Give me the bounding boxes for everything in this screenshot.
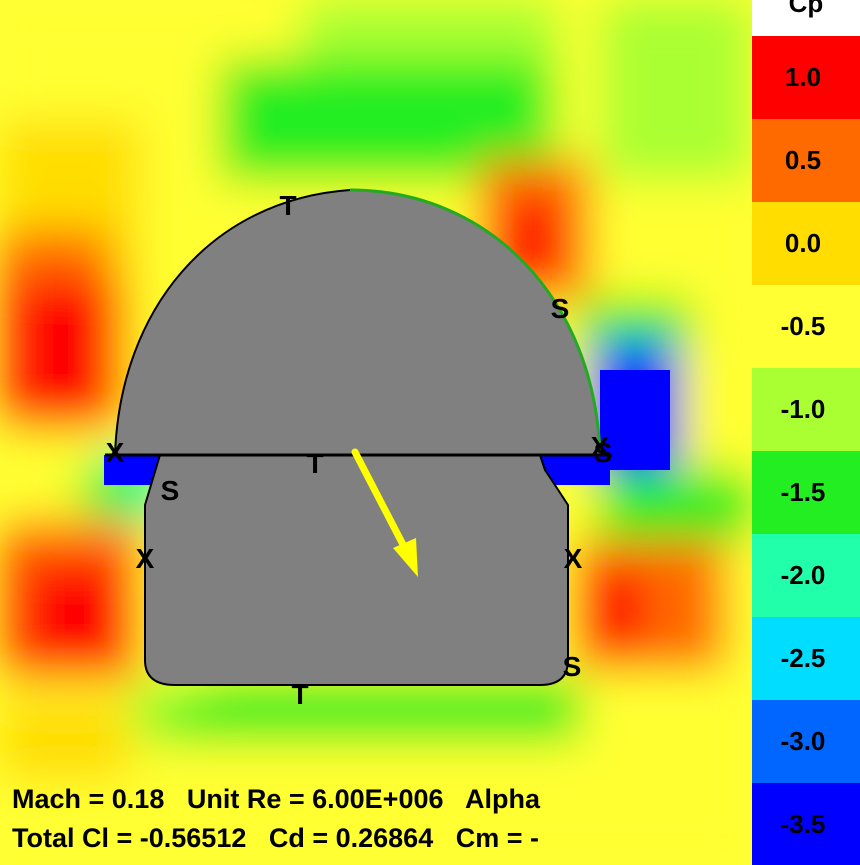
pressure-contour-region xyxy=(0,700,130,780)
pressure-contour-region xyxy=(30,440,80,520)
force-arrow-shaft xyxy=(351,448,416,566)
colorbar-swatch xyxy=(752,285,860,368)
force-coefficients-text: Total Cl = -0.56512 Cd = 0.26864 Cm = - xyxy=(12,823,539,853)
body-marker: T xyxy=(291,679,308,710)
body-marker: T xyxy=(306,448,323,479)
force-arrow-head xyxy=(393,538,418,577)
colorbar-label: -3.5 xyxy=(780,809,826,839)
colorbar-label: -1.5 xyxy=(780,477,826,507)
colorbar-label: -2.0 xyxy=(780,560,826,590)
colorbar-label: 0.0 xyxy=(784,228,822,258)
body-marker: X xyxy=(591,431,610,462)
colorbar-label: -0.5 xyxy=(780,311,826,341)
colorbar-label: -2.5 xyxy=(780,643,826,673)
cp-colorbar: Cp 1.0 0.5 0.0 -0.5 -1.0 -1.5 -2.0 -2.5 -3.0 -3.5 xyxy=(752,0,860,865)
pressure-contour-region xyxy=(0,0,240,120)
pressure-contour-region xyxy=(600,370,670,470)
lower-body xyxy=(144,454,569,686)
body-marker: S xyxy=(594,437,613,468)
colorbar-swatch xyxy=(752,783,860,865)
body-marker: X xyxy=(106,437,125,468)
pressure-contour-region xyxy=(10,280,120,420)
colorbar-swatch xyxy=(752,119,860,202)
colorbar-swatch xyxy=(752,368,860,451)
pressure-contour-region xyxy=(600,0,750,180)
upper-body-outer-edge xyxy=(349,188,602,456)
colorbar-swatch xyxy=(752,202,860,285)
colorbar-swatch xyxy=(752,700,860,783)
pressure-contour-region xyxy=(600,470,750,540)
colorbar-label: -3.0 xyxy=(780,726,826,756)
body-marker: S xyxy=(551,293,570,324)
body-geometry xyxy=(105,188,612,686)
colorbar-swatch xyxy=(752,36,860,119)
colorbar-label: 1.0 xyxy=(784,62,822,92)
pressure-contour-region xyxy=(620,700,750,770)
pressure-contour-region xyxy=(575,570,645,650)
body-marker: X xyxy=(564,543,583,574)
body-marker: T xyxy=(279,190,296,221)
colorbar-swatch xyxy=(752,617,860,700)
body-marker: X xyxy=(136,543,155,574)
colorbar-title: Cp xyxy=(788,0,824,18)
pressure-contour-region xyxy=(170,700,550,740)
body-marker: S xyxy=(161,475,180,506)
colorbar-swatch xyxy=(752,451,860,534)
colorbar-swatch xyxy=(752,534,860,617)
pressure-contour-region xyxy=(20,560,130,670)
flow-conditions-text: Mach = 0.18 Unit Re = 6.00E+006 Alpha xyxy=(12,784,540,814)
colorbar-label: -1.0 xyxy=(780,394,826,424)
colorbar-label: 0.5 xyxy=(784,145,822,175)
body-marker: S xyxy=(563,651,582,682)
